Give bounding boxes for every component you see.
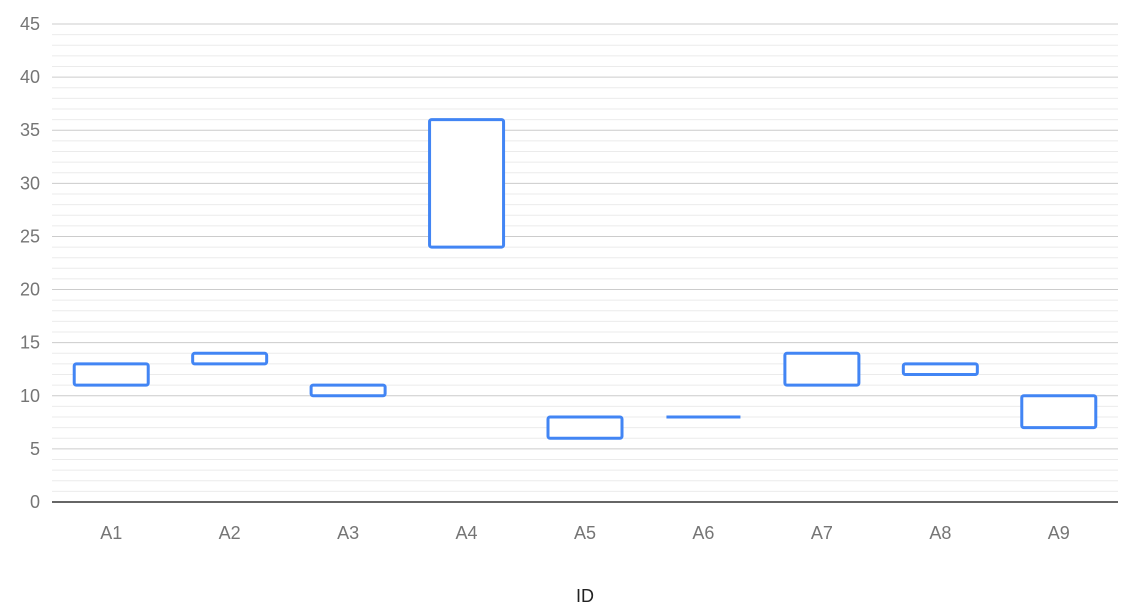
x-axis-title: ID — [576, 586, 594, 606]
y-tick-label: 40 — [20, 67, 40, 87]
y-tick-label: 35 — [20, 120, 40, 140]
x-tick-label: A8 — [929, 523, 951, 543]
candle-A4 — [428, 118, 506, 249]
x-tick-label: A9 — [1048, 523, 1070, 543]
y-tick-label: 0 — [30, 492, 40, 512]
candle-A3 — [309, 383, 387, 398]
gridlines — [52, 23, 1118, 492]
y-tick-label: 25 — [20, 226, 40, 246]
candles — [72, 118, 1098, 440]
x-tick-label: A1 — [100, 523, 122, 543]
y-tick-label: 20 — [20, 280, 40, 300]
x-tick-label: A2 — [219, 523, 241, 543]
candle-A8 — [901, 362, 979, 377]
y-axis-tick-labels: 0 5 10 15 20 25 30 35 40 45 — [20, 14, 40, 512]
candle-A1 — [72, 362, 150, 387]
y-tick-label: 15 — [20, 333, 40, 353]
y-tick-label: 5 — [30, 439, 40, 459]
y-tick-label: 30 — [20, 173, 40, 193]
y-tick-label: 45 — [20, 14, 40, 34]
x-axis-tick-labels: A1 A2 A3 A4 A5 A6 A7 A8 A9 — [100, 523, 1070, 543]
x-tick-label: A3 — [337, 523, 359, 543]
x-tick-label: A7 — [811, 523, 833, 543]
x-tick-label: A5 — [574, 523, 596, 543]
x-tick-label: A4 — [456, 523, 478, 543]
candle-A5 — [546, 415, 624, 440]
candle-A7 — [783, 351, 861, 387]
y-tick-label: 10 — [20, 386, 40, 406]
candle-A9 — [1020, 394, 1098, 430]
candle-A2 — [191, 351, 269, 366]
x-tick-label: A6 — [692, 523, 714, 543]
